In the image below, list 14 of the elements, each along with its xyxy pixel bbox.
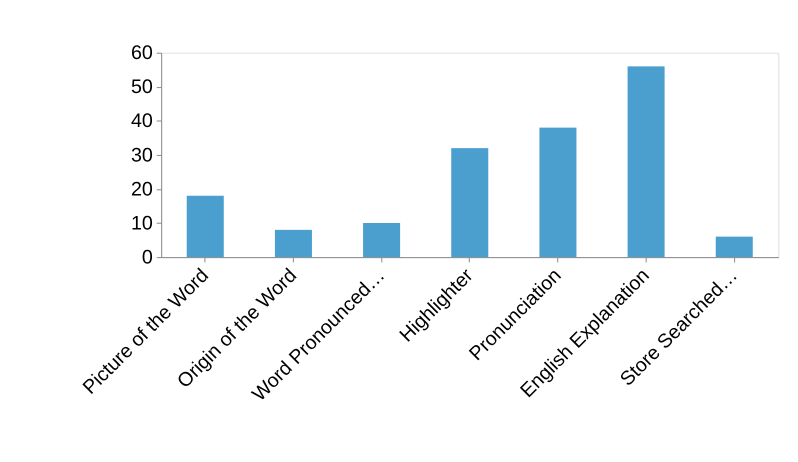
bar [451,148,488,258]
y-tick-label: 50 [130,76,153,98]
bar [186,196,224,258]
y-tick-label: 20 [130,178,153,200]
y-tick-label: 10 [130,212,153,234]
bar [539,128,576,258]
y-tick-label: 0 [142,246,153,268]
y-tick-label: 60 [130,42,153,64]
y-tick-label: 40 [130,110,153,132]
bar [363,223,400,258]
bar [628,66,665,258]
bar [274,230,312,258]
bar [716,236,753,258]
y-tick-label: 30 [130,144,153,166]
